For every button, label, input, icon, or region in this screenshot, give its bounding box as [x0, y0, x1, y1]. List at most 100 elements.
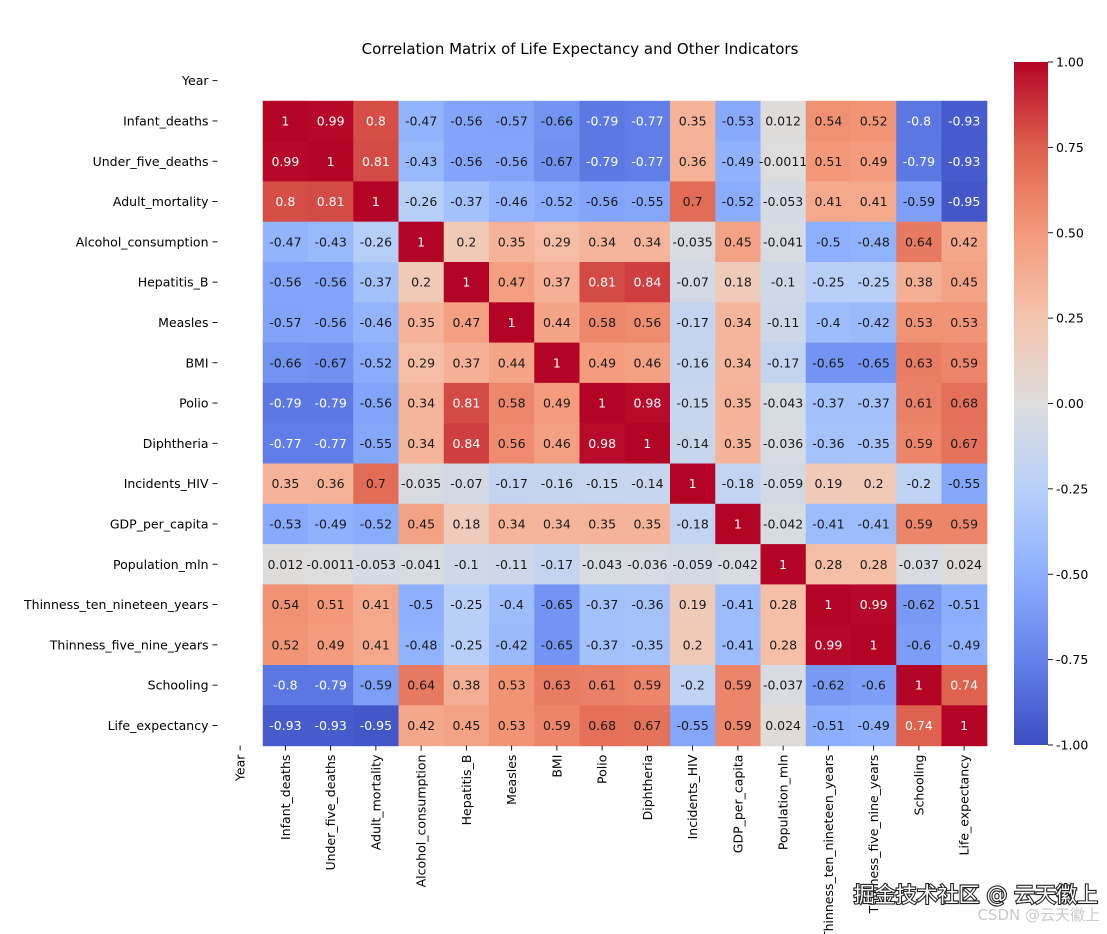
watermark-primary: 掘金技术社区 @ 云天徽上 — [854, 883, 1098, 907]
heatmap-cell — [443, 665, 490, 706]
x-tick-label: Thinness_ten_nineteen_years — [821, 755, 836, 934]
heatmap-cell — [941, 503, 988, 545]
cell-value-label: -0.52 — [541, 194, 573, 209]
heatmap-cell — [308, 221, 354, 263]
cell-value-label: -0.93 — [269, 718, 301, 733]
y-tick-label: BMI — [185, 355, 208, 370]
cell-value-label: -0.042 — [763, 516, 803, 531]
cell-value-label: -0.36 — [631, 597, 663, 612]
heatmap-cell — [262, 624, 309, 666]
x-tick-label: Schooling — [911, 755, 926, 816]
heatmap-cell — [851, 665, 897, 706]
heatmap-cell — [534, 141, 581, 182]
heatmap-cell — [896, 221, 943, 263]
cell-value-label: -0.52 — [360, 516, 392, 531]
cell-value-label: -0.17 — [495, 476, 527, 491]
cell-value-label: 0.42 — [950, 234, 978, 249]
cell-value-label: -0.79 — [269, 396, 301, 411]
heatmap-cell — [353, 705, 400, 747]
cell-value-label: -0.0011 — [759, 154, 807, 169]
y-tick-label: GDP_per_capita — [110, 516, 209, 531]
heatmap-cell — [760, 463, 807, 505]
heatmap-cell — [760, 262, 807, 303]
cell-value-label: -0.8 — [273, 678, 297, 693]
cell-value-label: -0.62 — [903, 597, 935, 612]
cell-value-label: 0.8 — [366, 113, 386, 128]
cell-value-label: 0.51 — [814, 154, 842, 169]
colorbar-tick-label: -1.00 — [1056, 738, 1088, 753]
heatmap-cell — [262, 705, 309, 747]
cell-value-label: 0.35 — [271, 476, 299, 491]
heatmap-cell — [353, 463, 400, 505]
heatmap-cell — [670, 302, 716, 344]
x-tick-label: Year — [233, 754, 248, 782]
heatmap-cell — [624, 423, 671, 465]
cell-value-label: 0.18 — [452, 516, 480, 531]
heatmap-cell — [715, 141, 762, 182]
x-tick-label: GDP_per_capita — [730, 755, 745, 854]
cell-value-label: -0.53 — [269, 516, 301, 531]
heatmap-cell — [851, 302, 897, 344]
heatmap-cell — [353, 100, 400, 142]
cell-value-label: 1 — [779, 557, 787, 572]
heatmap-cell — [805, 584, 852, 626]
cell-value-label: -0.15 — [586, 476, 618, 491]
heatmap-cell — [534, 463, 581, 505]
x-tick-label: Infant_deaths — [278, 755, 293, 840]
heatmap-cell — [443, 100, 490, 142]
cell-value-label: 1 — [598, 396, 606, 411]
cell-value-label: -0.79 — [903, 154, 935, 169]
heatmap-cell — [579, 342, 626, 384]
heatmap-cell — [896, 463, 943, 505]
cell-value-label: 0.7 — [683, 194, 703, 209]
cell-value-label: -0.95 — [360, 718, 392, 733]
cell-value-label: 0.34 — [633, 234, 661, 249]
heatmap-cell — [624, 665, 671, 706]
cell-value-label: -0.42 — [495, 637, 527, 652]
heatmap-cell — [579, 382, 626, 424]
cell-value-label: 0.49 — [543, 396, 571, 411]
cell-value-label: 0.67 — [950, 436, 978, 451]
heatmap-cell — [851, 463, 897, 505]
cell-value-label: 0.35 — [679, 113, 707, 128]
heatmap-cell — [308, 544, 354, 585]
heatmap-cell — [262, 221, 309, 263]
y-tick-label: Under_five_deaths — [93, 154, 209, 169]
cell-value-label: 0.34 — [724, 355, 752, 370]
cell-value-label: -0.49 — [948, 637, 980, 652]
cell-value-label: -0.14 — [676, 436, 708, 451]
heatmap-cell — [941, 624, 988, 666]
cell-value-label: -0.56 — [495, 154, 527, 169]
cell-value-label: 1 — [508, 315, 516, 330]
heatmap-cell — [579, 141, 626, 182]
heatmap-cell — [534, 584, 581, 626]
cell-value-label: 0.45 — [452, 718, 480, 733]
heatmap-cell — [262, 544, 309, 585]
heatmap-cell — [896, 503, 943, 545]
y-tick-label: Diphtheria — [143, 436, 209, 451]
heatmap-cell — [805, 141, 852, 182]
heatmap-cell — [624, 705, 671, 747]
cell-value-label: -0.17 — [541, 557, 573, 572]
heatmap-cell — [624, 221, 671, 263]
heatmap-cell — [534, 665, 581, 706]
cell-value-label: -0.37 — [360, 275, 392, 290]
heatmap-cell — [579, 181, 626, 223]
cell-value-label: 0.59 — [724, 678, 752, 693]
heatmap-cell — [308, 705, 354, 747]
cell-value-label: 0.59 — [543, 718, 571, 733]
cell-value-label: -0.49 — [314, 516, 346, 531]
heatmap-cell — [941, 584, 988, 626]
cell-value-label: -0.41 — [857, 516, 889, 531]
x-tick-label: Measles — [504, 755, 519, 805]
cell-value-label: 0.2 — [864, 476, 884, 491]
cell-value-label: 0.59 — [633, 678, 661, 693]
cell-value-label: 0.28 — [769, 637, 797, 652]
heatmap-cell — [308, 262, 354, 303]
cell-value-label: -0.93 — [948, 113, 980, 128]
cell-value-label: -0.79 — [586, 154, 618, 169]
y-tick-label: Population_mln — [113, 557, 209, 572]
heatmap-cell — [534, 503, 581, 545]
heatmap-cell — [443, 705, 490, 747]
heatmap-cell — [624, 544, 671, 585]
